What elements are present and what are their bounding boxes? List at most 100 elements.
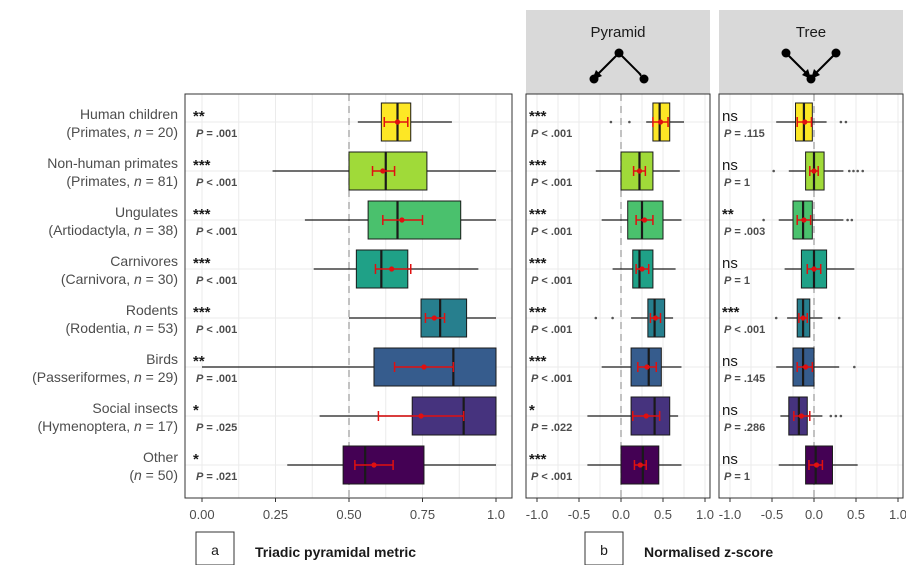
x-tick-label: 0.75 <box>410 507 435 522</box>
panel-b-tree: Tree ns P = .115 ns P = 1 ** P = .003 ns P = 1 *… <box>718 10 906 522</box>
tree-glyph-icon <box>781 48 841 84</box>
p-value-label: P = .001 <box>196 373 237 385</box>
category-name: Carnivores <box>110 253 178 269</box>
category-name: Non-human primates <box>47 155 178 171</box>
significance-label: ns <box>722 402 738 419</box>
tree-x-ticks: -1.0 -0.5 0.0 0.5 1.0 <box>719 498 906 522</box>
panel-a-boxes: **P = .001***P < .001***P < .001***P < .… <box>193 102 497 485</box>
significance-label: ns <box>722 255 738 272</box>
x-tick-label: -0.5 <box>761 507 783 522</box>
category-group: (Rodentia, n = 53) <box>66 320 178 336</box>
p-value-label: P = .022 <box>531 422 572 434</box>
outlier-point <box>839 120 843 124</box>
significance-label: ns <box>722 108 738 125</box>
p-value-label: P = 1 <box>724 177 750 189</box>
tree-panel-border <box>718 93 904 499</box>
mean-point <box>800 315 806 321</box>
category-name: Human children <box>80 106 178 122</box>
category-group: (Hymenoptera, n = 17) <box>38 418 178 434</box>
outlier-point <box>774 316 778 320</box>
category-name: Birds <box>146 351 178 367</box>
x-tick-label: 1.0 <box>889 507 906 522</box>
p-value-label: P < .001 <box>531 324 572 336</box>
x-tick-label: 1.0 <box>696 507 714 522</box>
category-name: Social insects <box>92 400 178 416</box>
category-name: Other <box>143 449 178 465</box>
caption-b-title: Normalised z-score <box>644 544 773 560</box>
p-value-label: P = .003 <box>724 226 765 238</box>
x-tick-label: -0.5 <box>568 507 590 522</box>
significance-label: *** <box>529 451 547 468</box>
x-tick-label: 0.25 <box>263 507 288 522</box>
significance-label: *** <box>529 157 547 174</box>
significance-label: *** <box>529 108 547 125</box>
category-name: Ungulates <box>115 204 178 220</box>
caption-a: a Triadic pyramidal metric <box>195 531 416 565</box>
mean-point <box>644 364 650 370</box>
outlier-point <box>829 414 833 418</box>
outlier-point <box>852 169 855 173</box>
mean-point <box>811 266 817 272</box>
mean-point <box>639 266 645 272</box>
tree-boxes: ns P = .115 ns P = 1 ** P = .003 ns P = 1 *** P <… <box>722 102 865 485</box>
outlier-point <box>628 120 631 124</box>
significance-label: *** <box>529 206 547 223</box>
outlier-point <box>609 120 613 124</box>
outlier-point <box>844 120 848 124</box>
category-name: Rodents <box>126 302 178 318</box>
outlier-point <box>772 169 775 173</box>
p-value-label: P = .001 <box>196 128 237 140</box>
caption-a-title: Triadic pyramidal metric <box>255 544 416 560</box>
pyramid-boxes: *** P < .001 *** P < .001 *** P < .001 *** P < … <box>529 102 684 485</box>
outlier-point <box>762 218 765 222</box>
outlier-point <box>856 169 859 173</box>
category-group: (Primates, n = 81) <box>66 173 178 189</box>
caption-b-box <box>584 531 624 565</box>
x-tick-label: -1.0 <box>526 507 548 522</box>
mean-point <box>798 413 805 419</box>
mean-point <box>380 168 386 174</box>
category-group: (Artiodactyla, n = 38) <box>48 222 178 238</box>
mean-point <box>399 217 405 223</box>
panel-a-x-ticks: 0.00 0.25 0.50 0.75 1.0 <box>189 498 505 522</box>
outlier-point <box>853 365 856 369</box>
mean-point <box>371 462 377 468</box>
category-group: (Primates, n = 20) <box>66 124 178 140</box>
p-value-label: P = .286 <box>724 422 765 434</box>
p-value-label: P < .001 <box>196 275 237 287</box>
significance-label: *** <box>529 304 547 321</box>
significance-label: ** <box>193 353 205 370</box>
p-value-label: P < .001 <box>531 226 572 238</box>
p-value-label: P < .001 <box>196 226 237 238</box>
x-tick-label: 0.00 <box>189 507 214 522</box>
caption-a-box <box>195 531 235 565</box>
x-tick-label: 0.0 <box>612 507 630 522</box>
outlier-point <box>611 316 614 320</box>
caption-b: b Normalised z-score <box>584 531 773 565</box>
p-value-label: P = .145 <box>724 373 765 385</box>
significance-label: *** <box>529 353 547 370</box>
mean-point <box>801 217 807 223</box>
significance-label: *** <box>193 304 211 321</box>
mean-point <box>657 119 664 125</box>
caption-a-letter: a <box>211 542 219 558</box>
category-group: (n = 50) <box>129 467 178 483</box>
mean-point <box>652 315 659 321</box>
outlier-point <box>834 414 838 418</box>
mean-point <box>641 217 648 223</box>
p-value-label: P < .001 <box>531 275 572 287</box>
mean-point <box>802 119 808 125</box>
pyramid-x-ticks: -1.0 -0.5 0.0 0.5 1.0 <box>526 498 714 522</box>
significance-label: * <box>193 451 199 468</box>
mean-point <box>431 315 437 321</box>
pyramid-strip-label: Pyramid <box>590 24 645 41</box>
category-group: (Carnivora, n = 30) <box>61 271 178 287</box>
p-value-label: P < .001 <box>531 128 572 140</box>
x-tick-label: 0.5 <box>847 507 865 522</box>
box-iqr <box>620 445 660 485</box>
p-value-label: P = 1 <box>724 471 750 483</box>
mean-point <box>394 119 401 125</box>
p-value-label: P < .001 <box>724 324 765 336</box>
mean-point <box>813 462 820 468</box>
